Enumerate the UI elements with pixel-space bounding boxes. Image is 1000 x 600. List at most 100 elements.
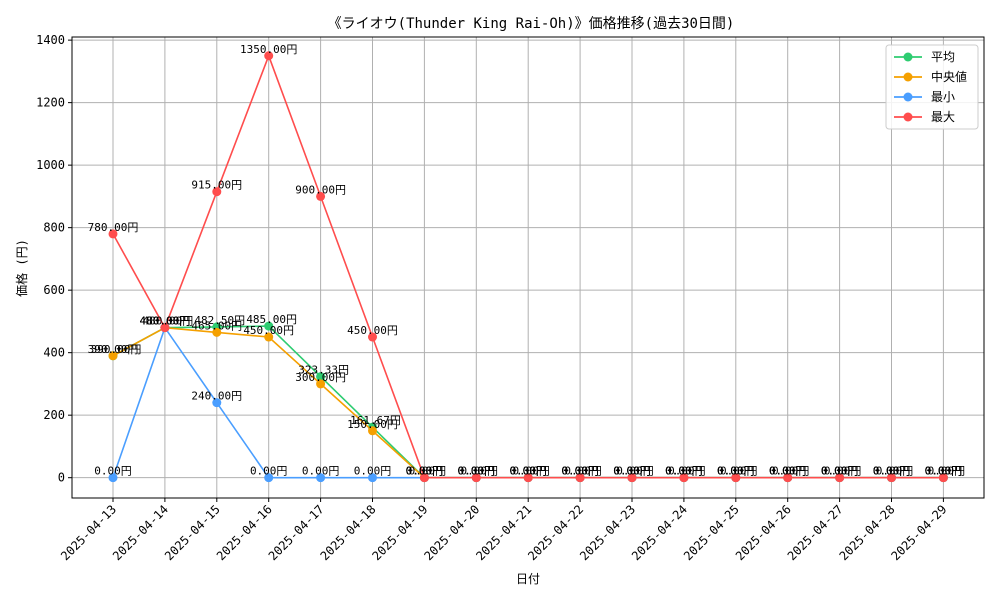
data-label: 0.00円 — [925, 465, 963, 478]
data-point — [938, 473, 948, 483]
data-label: 450.00円 — [243, 324, 294, 337]
data-label: 465.00円 — [191, 319, 242, 332]
data-point — [679, 473, 689, 483]
data-point — [523, 473, 533, 483]
legend-label: 平均 — [931, 50, 955, 64]
data-label: 1350.00円 — [240, 43, 297, 56]
data-point — [160, 323, 170, 333]
data-point — [264, 332, 274, 342]
data-label: 0.00円 — [406, 465, 444, 478]
y-tick-label: 800 — [43, 221, 65, 235]
data-label: 0.00円 — [821, 465, 859, 478]
data-label: 485.00円 — [246, 313, 297, 326]
legend-label: 中央値 — [931, 69, 967, 84]
legend-marker — [903, 92, 913, 102]
x-axis: 2025-04-132025-04-142025-04-152025-04-16… — [58, 498, 950, 563]
y-tick-label: 0 — [58, 471, 65, 485]
data-label: 0.00円 — [458, 465, 496, 478]
data-label: 150.00円 — [347, 418, 398, 431]
data-label: 0.00円 — [406, 465, 444, 478]
data-label: 0.00円 — [821, 465, 859, 478]
series-group — [108, 51, 948, 483]
data-label: 0.00円 — [925, 465, 963, 478]
data-point — [316, 473, 326, 483]
legend-marker — [903, 112, 913, 122]
data-label: 0.00円 — [665, 465, 703, 478]
data-point — [108, 229, 118, 239]
data-label: 0.00円 — [613, 465, 651, 478]
data-label: 0.00円 — [561, 465, 599, 478]
data-label: 161.67円 — [350, 414, 401, 427]
data-point — [887, 473, 896, 483]
grid — [72, 37, 984, 498]
data-label: 482.50円 — [194, 314, 245, 327]
data-point — [212, 398, 222, 408]
data-label: 390.00円 — [88, 343, 139, 356]
data-point — [368, 332, 377, 342]
data-label: 0.00円 — [354, 465, 392, 478]
data-label: 0.00円 — [876, 465, 914, 478]
data-label: 0.00円 — [665, 465, 703, 478]
data-label: 0.00円 — [665, 465, 703, 478]
data-point — [471, 473, 481, 483]
y-tick-label: 1000 — [36, 158, 65, 172]
data-point — [731, 473, 741, 483]
y-axis-label: 価格 (円) — [14, 239, 29, 297]
data-point — [368, 426, 377, 436]
data-label: 0.00円 — [302, 465, 340, 478]
legend-label: 最小 — [931, 90, 955, 104]
data-label: 0.00円 — [769, 465, 807, 478]
data-point — [212, 187, 222, 197]
data-label: 480.00円 — [143, 315, 194, 328]
data-label: 0.00円 — [613, 465, 651, 478]
data-label: 0.00円 — [925, 465, 963, 478]
data-label: 450.00円 — [347, 324, 398, 337]
data-label: 0.00円 — [458, 465, 496, 478]
data-point — [575, 473, 585, 483]
data-point — [108, 351, 118, 361]
data-label: 0.00円 — [928, 465, 966, 478]
y-tick-label: 600 — [43, 283, 65, 297]
data-label: 0.00円 — [873, 465, 911, 478]
data-label: 0.00円 — [561, 465, 599, 478]
data-label: 0.00円 — [461, 465, 499, 478]
data-point — [264, 51, 274, 61]
data-label: 0.00円 — [250, 465, 288, 478]
data-point — [108, 473, 118, 483]
data-label: 0.00円 — [717, 465, 755, 478]
data-label: 0.00円 — [509, 465, 547, 478]
data-label: 0.00円 — [769, 465, 807, 478]
y-tick-label: 400 — [43, 346, 65, 360]
data-label: 300.00円 — [295, 371, 346, 384]
data-point — [627, 473, 637, 483]
data-label: 0.00円 — [720, 465, 758, 478]
data-point — [783, 473, 793, 483]
data-label: 0.00円 — [873, 465, 911, 478]
data-label: 0.00円 — [409, 465, 447, 478]
data-label: 780.00円 — [88, 221, 139, 234]
data-label: 0.00円 — [821, 465, 859, 478]
data-label: 0.00円 — [717, 465, 755, 478]
data-labels: 390.00円 480.00円 482.50円 485.00円 323.33円 161.6… — [88, 43, 966, 478]
y-axis: 0 200 400 600 800 1000 1200 1400 — [36, 33, 72, 485]
data-point — [316, 379, 326, 389]
data-label: 0.00円 — [406, 465, 444, 478]
data-label: 0.00円 — [769, 465, 807, 478]
data-label: 915.00円 — [191, 179, 242, 192]
y-tick-label: 1400 — [36, 33, 65, 47]
legend-marker — [903, 52, 913, 62]
data-label: 900.00円 — [295, 183, 346, 196]
data-label: 0.00円 — [512, 465, 550, 478]
data-label: 323.33円 — [298, 364, 349, 377]
data-label: 0.00円 — [668, 465, 706, 478]
data-label: 0.00円 — [717, 465, 755, 478]
y-tick-label: 1200 — [36, 96, 65, 110]
x-axis-label: 日付 — [516, 572, 540, 586]
data-label: 0.00円 — [458, 465, 496, 478]
data-label: 0.00円 — [613, 465, 651, 478]
data-label: 0.00円 — [509, 465, 547, 478]
data-point — [212, 327, 222, 337]
data-label: 0.00円 — [873, 465, 911, 478]
